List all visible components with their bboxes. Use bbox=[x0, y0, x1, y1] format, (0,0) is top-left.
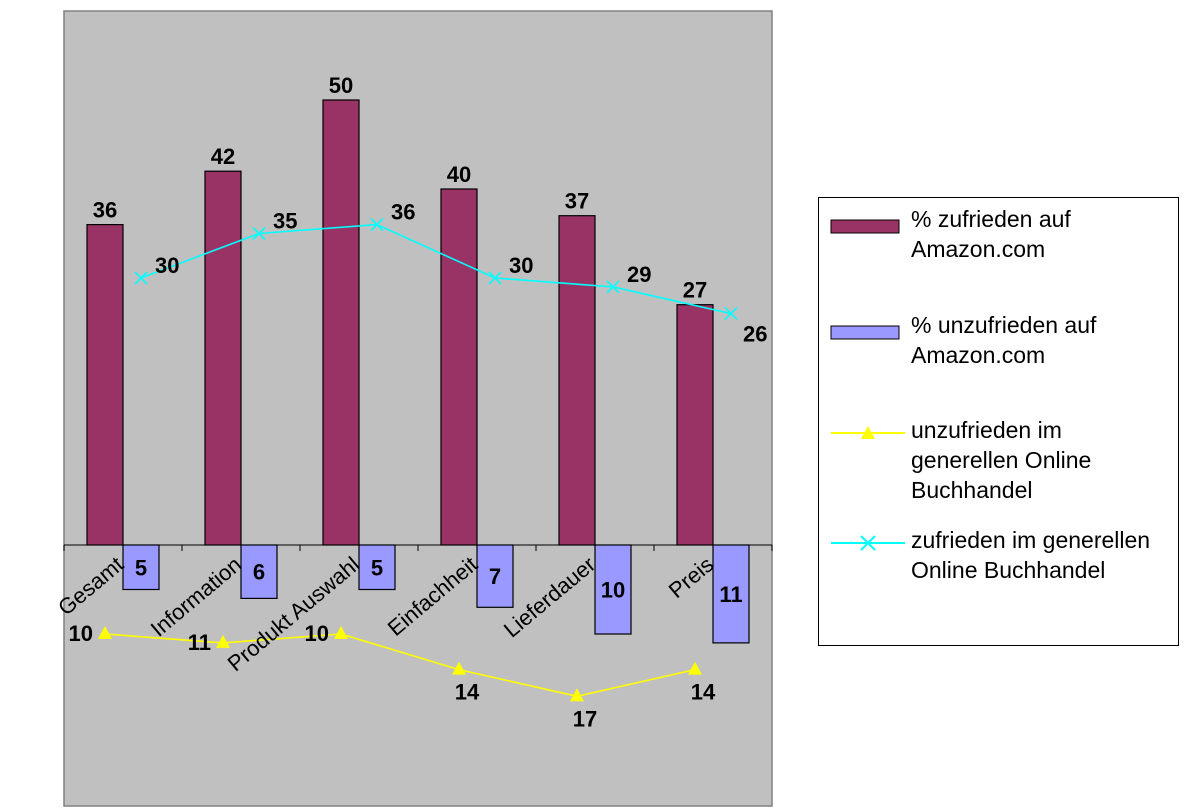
data-label-satisfied-general: 26 bbox=[743, 322, 767, 347]
legend-swatch-unsatisfied-general bbox=[831, 426, 905, 439]
bar-unsatisfied-amazon bbox=[122, 544, 160, 591]
bar-unsatisfied-amazon bbox=[358, 544, 396, 591]
line-path-satisfied-general bbox=[140, 223, 732, 315]
plot-area bbox=[63, 10, 773, 807]
bar-satisfied-amazon bbox=[204, 170, 242, 546]
marker-triangle-unsatisfied-general bbox=[216, 634, 230, 648]
data-label-unsatisfied-general: 14 bbox=[691, 680, 716, 705]
legend-label-satisfied-general: zufrieden im generellen Online Buchhande… bbox=[911, 527, 1151, 583]
marker-triangle-unsatisfied-general bbox=[452, 661, 466, 675]
data-label-unsatisfied-amazon: 11 bbox=[719, 582, 742, 607]
category-axis-ticks bbox=[63, 545, 773, 551]
data-label-satisfied-amazon: 40 bbox=[447, 162, 471, 187]
data-label-satisfied-general: 35 bbox=[273, 209, 297, 234]
bar-satisfied-amazon bbox=[322, 99, 360, 546]
legend-swatch-satisfied-amazon bbox=[830, 219, 900, 234]
legend: % zufrieden auf Amazon.com % unzufrieden… bbox=[818, 197, 1179, 646]
line-unsatisfied-general bbox=[98, 626, 702, 702]
bars-unsatisfied-amazon bbox=[122, 544, 750, 644]
legend-label-unsatisfied-amazon: % unzufrieden auf Amazon.com bbox=[911, 312, 1097, 368]
data-label-unsatisfied-amazon: 5 bbox=[135, 555, 147, 580]
bar-satisfied-amazon bbox=[440, 188, 478, 546]
data-label-unsatisfied-general: 10 bbox=[69, 621, 93, 646]
marker-x-satisfied-general bbox=[606, 280, 620, 294]
data-label-satisfied-general: 30 bbox=[155, 253, 179, 278]
bar-unsatisfied-amazon bbox=[476, 544, 514, 608]
marker-x-satisfied-general bbox=[488, 271, 502, 285]
marker-triangle-unsatisfied-general bbox=[334, 626, 348, 639]
bars-satisfied-amazon bbox=[86, 99, 714, 546]
legend-label-satisfied-amazon: % zufrieden auf Amazon.com bbox=[911, 206, 1071, 262]
marker-x-satisfied-general bbox=[370, 218, 384, 232]
bar-unsatisfied-amazon bbox=[594, 544, 632, 635]
marker-triangle-unsatisfied-general bbox=[570, 688, 584, 702]
data-label-unsatisfied-amazon: 5 bbox=[371, 555, 383, 580]
data-label-unsatisfied-amazon: 6 bbox=[253, 560, 265, 585]
data-label-unsatisfied-general: 14 bbox=[455, 680, 480, 705]
marker-x-satisfied-general bbox=[134, 271, 148, 285]
marker-x-satisfied-general bbox=[724, 307, 738, 321]
data-label-satisfied-general: 36 bbox=[391, 200, 415, 225]
bar-unsatisfied-amazon bbox=[240, 544, 278, 600]
bar-satisfied-amazon bbox=[676, 304, 714, 546]
legend-label-unsatisfied-general: unzufrieden im generellen Online Buchhan… bbox=[911, 417, 1092, 503]
data-label-unsatisfied-general: 11 bbox=[188, 630, 211, 655]
data-labels: 36 5 42 6 50 5 40 7 37 10 27 11 30 35 36 30 29 26 10 11 10 14… bbox=[69, 73, 768, 731]
marker-triangle-unsatisfied-general bbox=[688, 661, 702, 675]
data-label-satisfied-amazon: 36 bbox=[93, 198, 117, 223]
legend-swatch-satisfied-general bbox=[831, 535, 905, 551]
bar-satisfied-amazon bbox=[558, 215, 596, 546]
data-label-satisfied-general: 29 bbox=[627, 262, 651, 287]
marker-triangle-unsatisfied-general bbox=[98, 626, 112, 639]
data-label-satisfied-amazon: 50 bbox=[329, 73, 353, 98]
line-satisfied-general bbox=[134, 218, 738, 321]
data-label-unsatisfied-general: 17 bbox=[573, 706, 597, 731]
marker-x-satisfied-general bbox=[252, 226, 266, 241]
bar-satisfied-amazon bbox=[86, 224, 124, 546]
line-path-unsatisfied-general bbox=[104, 633, 696, 698]
data-label-unsatisfied-amazon: 7 bbox=[489, 564, 501, 589]
bar-unsatisfied-amazon bbox=[712, 544, 750, 644]
data-label-satisfied-amazon: 27 bbox=[683, 278, 707, 303]
data-label-satisfied-amazon: 42 bbox=[211, 144, 235, 169]
data-label-unsatisfied-amazon: 10 bbox=[601, 578, 625, 603]
data-label-unsatisfied-general: 10 bbox=[305, 621, 329, 646]
legend-swatch-unsatisfied-amazon bbox=[830, 325, 900, 340]
data-label-satisfied-general: 30 bbox=[509, 253, 533, 278]
data-label-satisfied-amazon: 37 bbox=[565, 189, 589, 214]
